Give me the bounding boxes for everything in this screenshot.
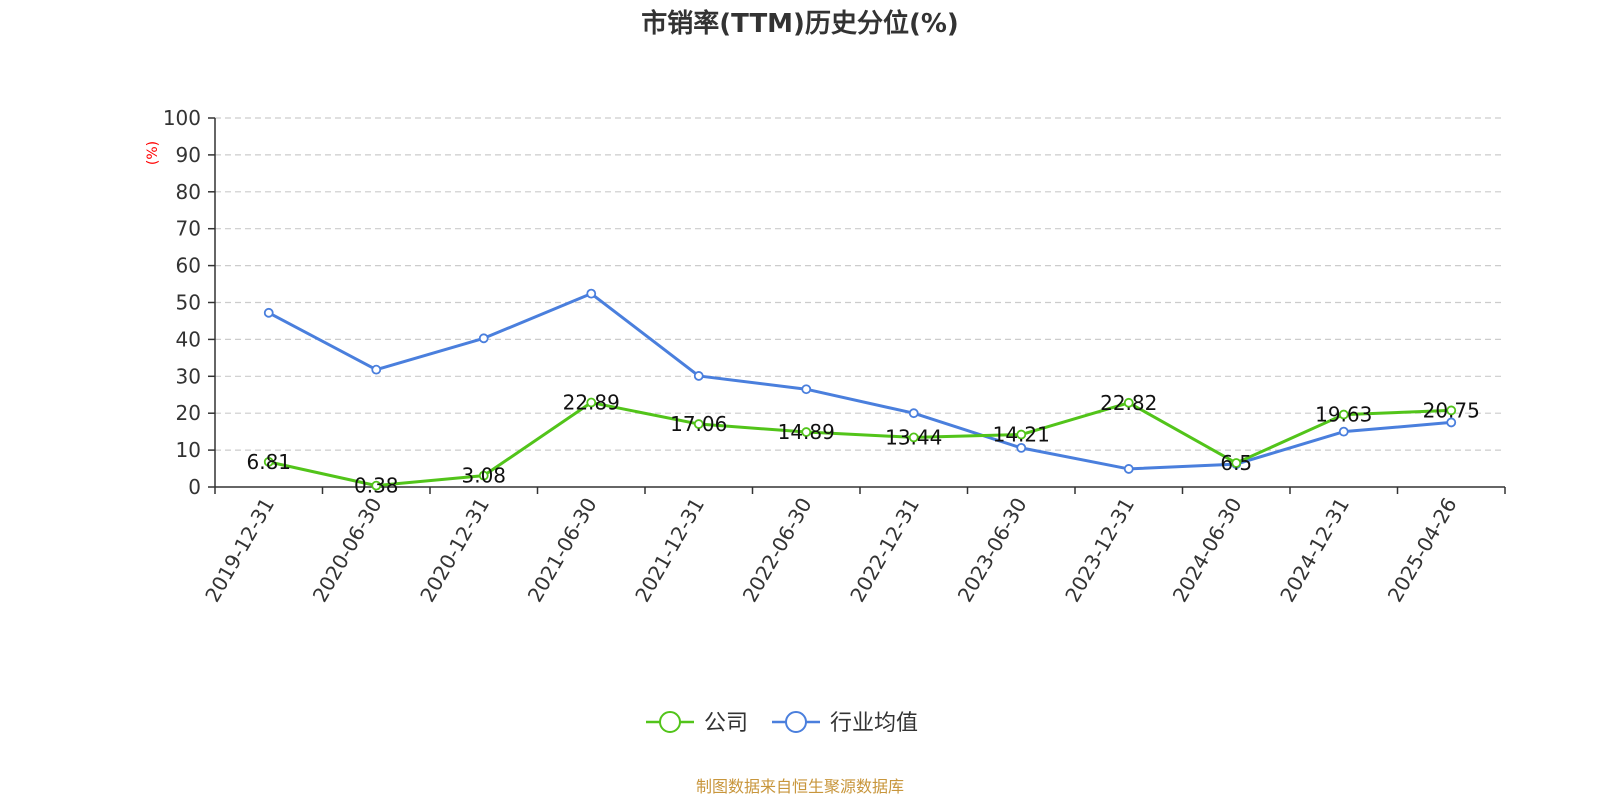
data-point-company[interactable] xyxy=(1016,429,1027,440)
data-point-industry-average[interactable] xyxy=(1446,417,1457,428)
data-label-company: 19.63 xyxy=(1315,403,1372,427)
y-tick-label: 50 xyxy=(176,291,201,315)
x-tick-label: 2025-04-26 xyxy=(1383,494,1462,607)
data-point-industry-average[interactable] xyxy=(371,364,382,375)
x-tick-label: 2020-12-31 xyxy=(415,494,494,607)
grid-lines xyxy=(215,117,1505,451)
y-axis-unit-label: (%) xyxy=(145,141,161,165)
axes: 0 10 20 30 40 50 60 70 80 90 100 2019-12-31 2020-06-… xyxy=(163,106,1506,607)
data-label-company: 3.08 xyxy=(461,464,506,488)
data-point-company[interactable] xyxy=(908,432,919,443)
source-note: 制图数据来自恒生聚源数据库 xyxy=(696,777,904,796)
data-labels: 6.81 0.38 3.08 22.89 17.06 14.89 13.44 14.21 22.… xyxy=(246,391,1479,498)
y-tick-label: 30 xyxy=(176,364,201,388)
data-label-company: 20.75 xyxy=(1423,398,1480,422)
data-label-company: 22.89 xyxy=(563,391,620,415)
data-label-company: 13.44 xyxy=(885,425,942,449)
data-point-company[interactable] xyxy=(1123,397,1134,408)
y-tick-label: 40 xyxy=(176,327,201,351)
y-tick-label: 0 xyxy=(188,475,201,499)
data-point-industry-average[interactable] xyxy=(693,371,704,381)
y-tick-label: 90 xyxy=(176,143,201,167)
data-label-company: 6.81 xyxy=(246,450,291,474)
data-label-company: 6.5 xyxy=(1220,451,1252,475)
data-label-company: 14.89 xyxy=(778,420,835,444)
y-tick-label: 70 xyxy=(176,217,201,241)
series-line-company xyxy=(268,401,1452,488)
legend-circle-icon xyxy=(659,711,681,733)
y-tick-label: 20 xyxy=(176,401,201,425)
legend[interactable]: 公司 行业均值 xyxy=(646,711,918,736)
data-point-industry-average[interactable] xyxy=(801,384,812,395)
x-tick-label: 2023-06-30 xyxy=(953,494,1032,607)
data-point-company[interactable] xyxy=(371,480,382,491)
legend-item-industry-average[interactable]: 行业均值 xyxy=(772,711,918,736)
y-tick-label: 60 xyxy=(176,254,201,278)
data-point-company[interactable] xyxy=(1231,458,1242,468)
chart-title: 市销率(TTM)历史分位(%) xyxy=(641,8,959,39)
data-label-company: 0.38 xyxy=(354,474,399,498)
x-tick-label: 2024-12-31 xyxy=(1275,494,1354,607)
data-label-company: 17.06 xyxy=(670,412,727,436)
x-tick-label: 2022-12-31 xyxy=(845,494,924,607)
data-point-industry-average[interactable] xyxy=(908,408,919,419)
x-tick-label: 2020-06-30 xyxy=(308,494,387,607)
data-point-company[interactable] xyxy=(1338,409,1349,420)
series-line-industry-average xyxy=(268,292,1452,471)
y-tick-label: 80 xyxy=(176,180,201,204)
y-tick-label: 100 xyxy=(163,106,201,130)
data-point-industry-average[interactable] xyxy=(586,288,597,299)
series-lines xyxy=(263,288,1457,491)
x-tick-label: 2024-06-30 xyxy=(1168,494,1247,607)
data-point-company[interactable] xyxy=(1446,405,1457,416)
x-tick-label: 2021-12-31 xyxy=(630,494,709,607)
x-tick-label: 2019-12-31 xyxy=(200,494,279,607)
data-point-company[interactable] xyxy=(586,397,597,408)
data-point-industry-average[interactable] xyxy=(478,333,489,344)
y-tick-label: 10 xyxy=(176,438,201,462)
data-point-industry-average[interactable] xyxy=(263,307,274,318)
legend-item-company[interactable]: 公司 xyxy=(646,711,748,736)
data-point-company[interactable] xyxy=(263,456,274,467)
data-point-industry-average[interactable] xyxy=(1123,464,1134,474)
data-point-industry-average[interactable] xyxy=(1338,426,1349,437)
data-point-company[interactable] xyxy=(801,427,812,437)
x-tick-label: 2023-12-31 xyxy=(1060,494,1139,607)
data-point-company[interactable] xyxy=(693,419,704,429)
data-label-company: 14.21 xyxy=(993,423,1050,447)
data-point-company[interactable] xyxy=(478,470,489,481)
x-tick-label: 2021-06-30 xyxy=(523,494,602,607)
data-point-industry-average[interactable] xyxy=(1016,442,1027,453)
legend-label: 行业均值 xyxy=(830,711,918,736)
legend-label: 公司 xyxy=(704,711,748,736)
data-label-company: 22.82 xyxy=(1100,391,1157,415)
legend-circle-icon xyxy=(785,711,807,733)
x-tick-label: 2022-06-30 xyxy=(738,494,817,607)
